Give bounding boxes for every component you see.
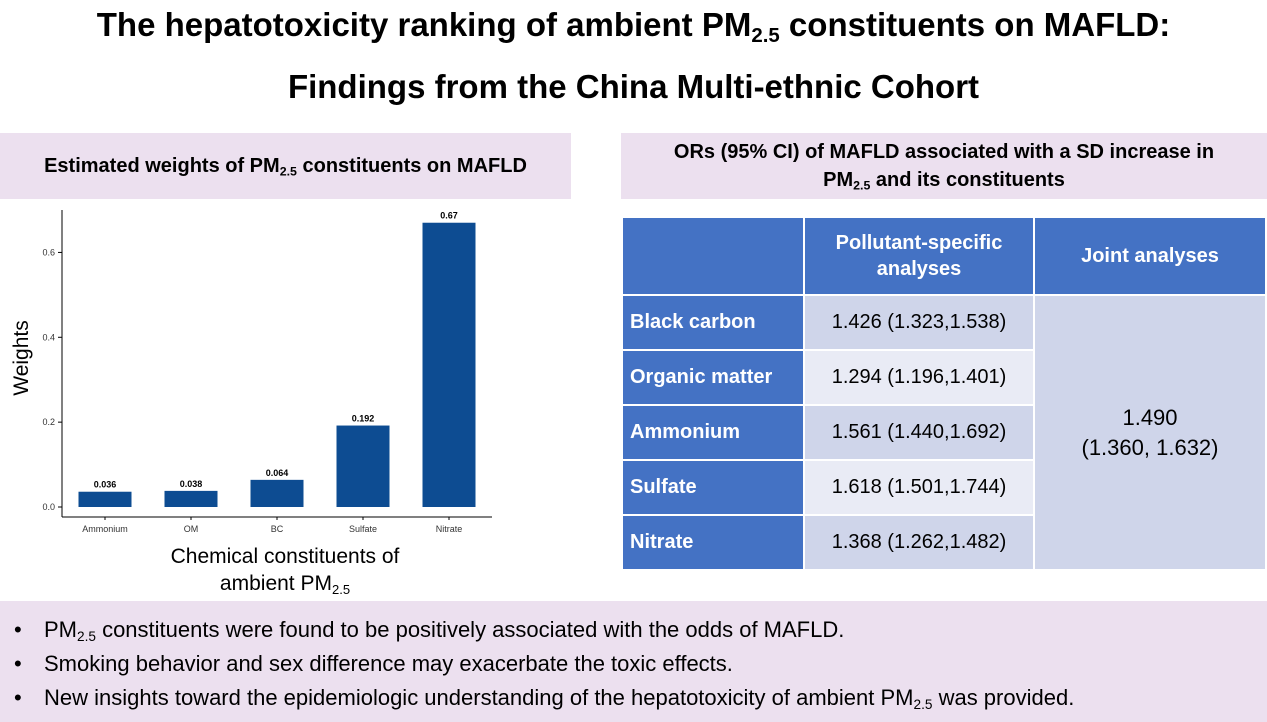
or-heading-text-end: and its constituents xyxy=(870,169,1065,191)
row-label: Black carbon xyxy=(621,294,805,351)
or-heading-line-2: PM2.5 and its constituents xyxy=(674,166,1214,194)
table-header-pollutant-specific: Pollutant-specific analyses xyxy=(803,216,1035,296)
x-axis-label-line-2: ambient PM2.5 xyxy=(140,570,430,597)
bar-data-label: 0.036 xyxy=(94,480,117,490)
row-label: Ammonium xyxy=(621,404,805,461)
row-value: 1.426 (1.323,1.538) xyxy=(803,294,1035,351)
x-axis-label-line-1: Chemical constituents of xyxy=(170,545,400,568)
finding-item: • PM2.5 constituents were found to be pos… xyxy=(14,613,1267,647)
or-heading-subscript: 2.5 xyxy=(853,178,871,193)
table-header-row: Pollutant-specific analyses Joint analys… xyxy=(621,216,1267,296)
joint-analysis-value: 1.490 (1.360, 1.632) xyxy=(1033,294,1267,571)
table-row: Black carbon 1.426 (1.323,1.538) 1.490 (… xyxy=(621,294,1267,571)
row-label: Nitrate xyxy=(621,514,805,571)
bar-bc xyxy=(250,479,304,507)
x-tick-label: Sulfate xyxy=(349,524,377,534)
or-panel-heading: ORs (95% CI) of MAFLD associated with a … xyxy=(621,133,1267,199)
x-axis-label-text: ambient PM xyxy=(219,572,332,595)
x-tick-label: Ammonium xyxy=(82,524,128,534)
or-table: Pollutant-specific analyses Joint analys… xyxy=(621,216,1267,571)
key-findings-box: • PM2.5 constituents were found to be pos… xyxy=(0,601,1267,722)
table-header-joint: Joint analyses xyxy=(1033,216,1267,296)
table-row: Nitrate 1.368 (1.262,1.482) xyxy=(621,514,1266,571)
bullet-icon: • xyxy=(14,617,22,642)
table-row: Sulfate 1.618 (1.501,1.744) xyxy=(621,459,1266,516)
x-tick-label: BC xyxy=(271,524,284,534)
y-tick-label: 0.0 xyxy=(42,502,55,512)
finding-subscript: 2.5 xyxy=(913,697,933,713)
table-header-blank xyxy=(621,216,805,296)
title-line-2: Findings from the China Multi-ethnic Coh… xyxy=(287,68,980,105)
finding-text: Smoking behavior and sex difference may … xyxy=(44,651,733,676)
joint-value-line-2: (1.360, 1.632) xyxy=(1081,434,1219,460)
x-tick-label: OM xyxy=(184,524,199,534)
y-axis-label: Weights xyxy=(10,320,33,395)
bar-data-label: 0.192 xyxy=(352,414,375,424)
weights-heading-text-end: constituents on MAFLD xyxy=(296,154,527,177)
y-tick-label: 0.4 xyxy=(42,332,55,342)
x-axis-label-subscript: 2.5 xyxy=(331,581,351,597)
or-heading-text: PM xyxy=(823,169,854,191)
finding-subscript: 2.5 xyxy=(77,629,96,645)
title-line-1: The hepatotoxicity ranking of ambient PM… xyxy=(0,0,1267,56)
page-title: The hepatotoxicity ranking of ambient PM… xyxy=(0,0,1267,118)
table-row: Organic matter 1.294 (1.196,1.401) xyxy=(621,349,1266,406)
y-tick-label: 0.6 xyxy=(42,247,55,257)
bar-data-label: 0.064 xyxy=(266,468,289,478)
finding-text: PM xyxy=(44,617,77,642)
weights-heading-subscript: 2.5 xyxy=(279,164,297,179)
x-axis-label: Chemical constituents of ambient PM2.5 xyxy=(140,543,430,597)
title-text-end: constituents on MAFLD: xyxy=(779,6,1171,43)
joint-value-line-1: 1.490 xyxy=(1122,404,1178,430)
table-row: Ammonium 1.561 (1.440,1.692) xyxy=(621,404,1266,461)
bar-nitrate xyxy=(422,222,476,507)
bar-data-label: 0.038 xyxy=(180,479,203,489)
or-heading-line-1: ORs (95% CI) of MAFLD associated with a … xyxy=(673,141,1215,163)
title-subscript: 2.5 xyxy=(751,24,780,48)
weights-panel-heading: Estimated weights of PM2.5 constituents … xyxy=(0,133,571,199)
finding-text-end: was provided. xyxy=(932,685,1075,710)
row-label: Organic matter xyxy=(621,349,805,406)
bullet-icon: • xyxy=(14,651,22,676)
x-tick-label: Nitrate xyxy=(436,524,463,534)
y-tick-label: 0.2 xyxy=(42,417,55,427)
bullet-icon: • xyxy=(14,685,22,710)
bar-sulfate xyxy=(336,425,390,507)
weights-bar-chart: Weights 0.0 0.2 0.4 0.6 0.036 Ammonium 0.038 O… xyxy=(10,210,492,534)
row-label: Sulfate xyxy=(621,459,805,516)
finding-text: New insights toward the epidemiologic un… xyxy=(44,685,914,710)
title-text: The hepatotoxicity ranking of ambient PM xyxy=(96,6,752,43)
bar-ammonium xyxy=(78,491,132,507)
row-value: 1.561 (1.440,1.692) xyxy=(803,404,1035,461)
finding-text-end: constituents were found to be positively… xyxy=(95,617,845,642)
row-value: 1.294 (1.196,1.401) xyxy=(803,349,1035,406)
finding-item: • New insights toward the epidemiologic u… xyxy=(14,681,1267,715)
row-value: 1.618 (1.501,1.744) xyxy=(803,459,1035,516)
finding-item: • Smoking behavior and sex difference may… xyxy=(14,647,1267,681)
bar-data-label: 0.67 xyxy=(440,211,458,221)
weights-heading-text: Estimated weights of PM xyxy=(44,154,280,177)
row-value: 1.368 (1.262,1.482) xyxy=(803,514,1035,571)
bar-om xyxy=(164,490,218,507)
